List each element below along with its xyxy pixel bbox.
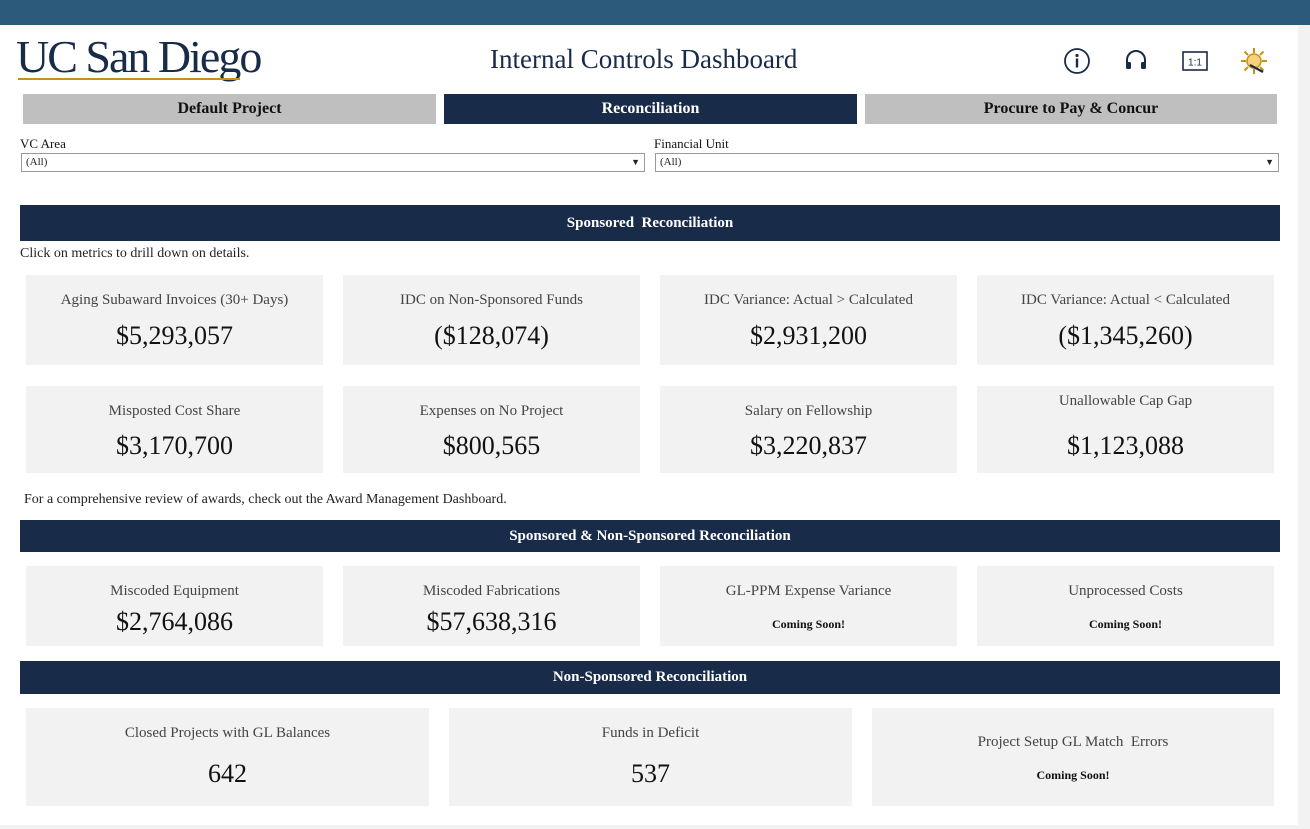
metric-card-salary-on-fellowship[interactable]: Salary on Fellowship $3,220,837 xyxy=(660,386,957,473)
metric-value: $3,220,837 xyxy=(750,431,867,460)
uc-san-diego-logo[interactable]: UC San Diego xyxy=(16,31,262,84)
bottom-gutter xyxy=(0,825,1310,829)
metric-label: Salary on Fellowship xyxy=(744,403,873,419)
award-management-note: For a comprehensive review of awards, ch… xyxy=(24,492,507,507)
financial-unit-dropdown[interactable]: (All) ▼ xyxy=(655,153,1279,172)
top-bar xyxy=(0,0,1310,25)
metric-card-miscoded-equipment[interactable]: Miscoded Equipment $2,764,086 xyxy=(26,566,323,646)
metric-value: ($128,074) xyxy=(434,321,549,350)
metric-label: Expenses on No Project xyxy=(419,403,564,419)
settings-icon[interactable] xyxy=(1239,46,1269,76)
metric-card-idc-variance-under[interactable]: IDC Variance: Actual < Calculated ($1,34… xyxy=(977,275,1274,365)
metric-label: Closed Projects with GL Balances xyxy=(124,725,331,741)
metric-label: Miscoded Equipment xyxy=(110,583,239,599)
metric-card-aging-subaward-invoices[interactable]: Aging Subaward Invoices (30+ Days) $5,29… xyxy=(26,275,323,365)
section-sponsored-reconciliation: Sponsored Reconciliation xyxy=(20,205,1280,241)
coming-soon-text: Coming Soon! xyxy=(771,617,845,631)
metric-label: GL-PPM Expense Variance xyxy=(725,583,892,599)
metric-label: Funds in Deficit xyxy=(601,725,700,741)
metric-label: Miscoded Fabrications xyxy=(422,583,561,599)
section-non-sponsored: Non-Sponsored Reconciliation xyxy=(20,661,1280,694)
metric-value: 537 xyxy=(631,759,670,788)
metric-label: Unprocessed Costs xyxy=(1068,583,1183,599)
metric-card-idc-variance-over[interactable]: IDC Variance: Actual > Calculated $2,931… xyxy=(660,275,957,365)
section-sponsored-non-sponsored: Sponsored & Non-Sponsored Reconciliation xyxy=(20,520,1280,552)
tab-default-project[interactable]: Default Project xyxy=(23,94,436,124)
metric-value: $2,931,200 xyxy=(750,321,867,350)
metric-value: $5,293,057 xyxy=(116,321,233,350)
logo-underline xyxy=(18,78,240,80)
metric-value: $2,764,086 xyxy=(116,607,233,636)
vc-area-dropdown[interactable]: (All) ▼ xyxy=(21,153,645,172)
metric-value: ($1,345,260) xyxy=(1058,321,1193,350)
metric-card-expenses-no-project[interactable]: Expenses on No Project $800,565 xyxy=(343,386,640,473)
metric-value: $800,565 xyxy=(442,431,541,460)
coming-soon-text: Coming Soon! xyxy=(1088,617,1162,631)
coming-soon-text: Coming Soon! xyxy=(1036,768,1110,782)
tab-procure-to-pay[interactable]: Procure to Pay & Concur xyxy=(865,94,1277,124)
metric-value: 642 xyxy=(208,759,247,788)
scroll-gutter xyxy=(1298,25,1310,829)
metric-card-idc-non-sponsored[interactable]: IDC on Non-Sponsored Funds ($128,074) xyxy=(343,275,640,365)
metric-label: Project Setup GL Match Errors xyxy=(977,734,1169,750)
metric-card-funds-in-deficit[interactable]: Funds in Deficit 537 xyxy=(449,708,852,806)
financial-unit-value: (All) xyxy=(660,156,682,168)
metric-value: $1,123,088 xyxy=(1067,431,1184,460)
chevron-down-icon: ▼ xyxy=(1265,157,1274,167)
metric-value: $57,638,316 xyxy=(426,607,557,636)
metric-label: IDC Variance: Actual < Calculated xyxy=(1021,292,1230,308)
metric-label: Unallowable Cap Gap xyxy=(1058,393,1193,409)
actual-size-icon[interactable]: 1:1 xyxy=(1180,46,1210,76)
logo-text: UC San Diego xyxy=(16,31,262,82)
financial-unit-label: Financial Unit xyxy=(654,136,729,151)
metric-value: $3,170,700 xyxy=(116,431,233,460)
metric-label: Aging Subaward Invoices (30+ Days) xyxy=(60,292,289,308)
metric-card-closed-projects-gl[interactable]: Closed Projects with GL Balances 642 xyxy=(26,708,429,806)
metric-card-unprocessed-costs[interactable]: Unprocessed Costs Coming Soon! xyxy=(977,566,1274,646)
metric-card-project-setup-gl-errors[interactable]: Project Setup GL Match Errors Coming Soo… xyxy=(872,708,1274,806)
info-icon[interactable] xyxy=(1062,46,1092,76)
vc-area-value: (All) xyxy=(26,156,48,168)
page-title: Internal Controls Dashboard xyxy=(490,44,798,74)
actual-size-label: 1:1 xyxy=(1188,58,1202,69)
metric-card-unallowable-cap-gap[interactable]: Unallowable Cap Gap $1,123,088 xyxy=(977,386,1274,473)
metric-card-miscoded-fabrications[interactable]: Miscoded Fabrications $57,638,316 xyxy=(343,566,640,646)
metric-label: IDC Variance: Actual > Calculated xyxy=(704,292,913,308)
metric-card-misposted-cost-share[interactable]: Misposted Cost Share $3,170,700 xyxy=(26,386,323,473)
metric-label: Misposted Cost Share xyxy=(108,403,241,419)
headset-icon[interactable] xyxy=(1121,46,1151,76)
metric-card-gl-ppm-expense-variance[interactable]: GL-PPM Expense Variance Coming Soon! xyxy=(660,566,957,646)
drill-down-instruction: Click on metrics to drill down on detail… xyxy=(20,246,250,261)
vc-area-label: VC Area xyxy=(20,136,66,151)
tab-reconciliation[interactable]: Reconciliation xyxy=(444,94,857,124)
metric-label: IDC on Non-Sponsored Funds xyxy=(400,292,583,308)
chevron-down-icon: ▼ xyxy=(631,157,640,167)
